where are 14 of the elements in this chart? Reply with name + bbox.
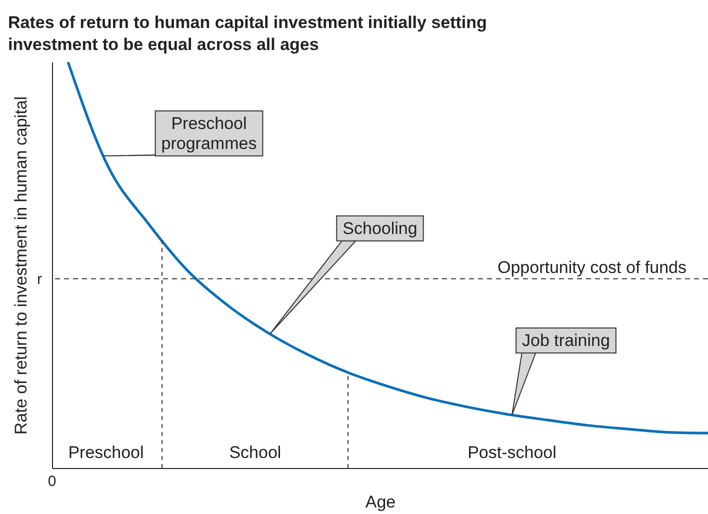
- callout-box: Job training: [512, 327, 616, 416]
- annotation: Post-school: [468, 443, 556, 462]
- chart-title: Rates of return to human capital investment initially setting investment to be equal across all ages: [8, 13, 487, 54]
- annotation: Job training: [522, 330, 610, 350]
- x-axis-title: Age: [365, 492, 396, 512]
- y-axis-title: Rate of return to investment in human capital: [12, 96, 30, 435]
- annotation: Opportunity cost of funds: [498, 258, 686, 277]
- annotation: School: [229, 443, 282, 462]
- callout-box: Schooling: [270, 215, 424, 334]
- annotation: Preschool programmes: [161, 114, 257, 153]
- ref-line-label: r: [37, 270, 42, 288]
- annotation: Schooling: [342, 218, 418, 238]
- text: 0: [48, 473, 56, 490]
- annotation: Preschool: [68, 443, 144, 462]
